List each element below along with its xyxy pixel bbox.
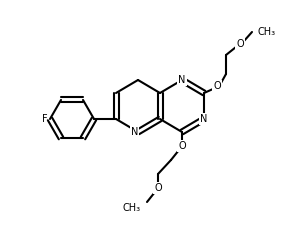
Text: N: N <box>200 114 208 124</box>
Text: N: N <box>178 75 186 85</box>
Text: CH₃: CH₃ <box>258 27 276 37</box>
Text: O: O <box>213 81 221 91</box>
Text: O: O <box>178 141 186 151</box>
Text: CH₃: CH₃ <box>123 203 141 213</box>
Text: O: O <box>236 39 244 49</box>
Text: O: O <box>154 183 162 193</box>
Text: N: N <box>131 127 138 137</box>
Text: F: F <box>42 114 48 124</box>
